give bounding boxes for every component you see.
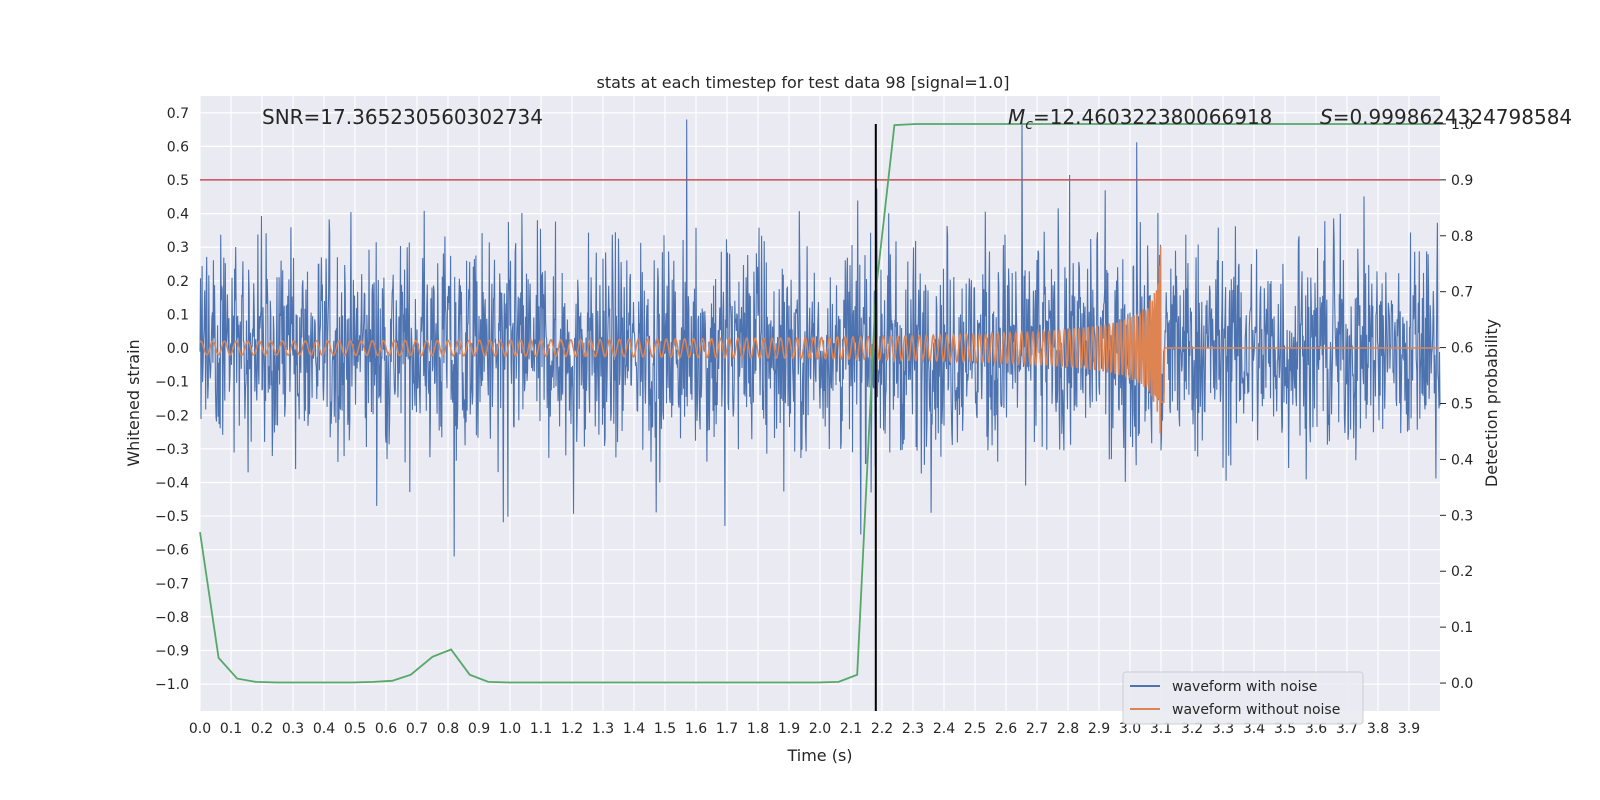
x-tick-label: 0.2 (251, 721, 273, 737)
y-tick-label: −0.6 (155, 543, 189, 559)
x-tick-label: 0.6 (375, 721, 397, 737)
y-axis-label: Whitened strain (124, 339, 143, 466)
chirp-mass-annotation: Mc=12.460322380066918 (1008, 105, 1272, 133)
y-tick-label: −0.5 (155, 509, 189, 525)
x-tick-label: 1.4 (623, 721, 645, 737)
x-tick-label: 3.3 (1212, 721, 1234, 737)
x-tick-label: 2.5 (964, 721, 986, 737)
y-tick-label: 0.1 (167, 307, 189, 323)
y2-tick-label: 0.3 (1451, 508, 1473, 524)
y-tick-label: 0.4 (167, 207, 189, 223)
y-tick-label: −0.2 (155, 408, 189, 424)
x-tick-label: 0.4 (313, 721, 335, 737)
chirp-mass-value: =12.460322380066918 (1033, 105, 1272, 129)
y-axis-ticks: 0.7 0.6 0.5 0.4 0.3 0.2 0.1 0.0 −0.1 −0.2 −0.3 −0.4… (155, 106, 189, 693)
series-waveform-with-noise (199, 119, 1441, 557)
legend-label-noise: waveform with noise (1172, 679, 1317, 695)
x-tick-label: 0.5 (344, 721, 366, 737)
x-tick-label: 0.1 (220, 721, 242, 737)
y2-tick-label: 0.2 (1451, 564, 1473, 580)
legend-box (1122, 671, 1364, 725)
y2-tick-label: 0.5 (1451, 397, 1473, 413)
x-tick-label: 3.5 (1274, 721, 1296, 737)
y2-tick-label: 0.4 (1451, 452, 1473, 468)
y2-axis-ticks: 1.0 0.9 0.8 0.7 0.6 0.5 0.4 0.3 0.2 0.1 0.0 (1440, 117, 1473, 692)
x-tick-label: 1.8 (747, 721, 769, 737)
series-detection-probability (199, 123, 1440, 684)
y2-tick-label: 0.9 (1451, 173, 1473, 189)
chirp-mass-symbol: M (1008, 105, 1025, 129)
x-tick-label: 3.7 (1336, 721, 1358, 737)
x-tick-label: 3.0 (1119, 721, 1141, 737)
noisy-waveform-line (199, 119, 1441, 557)
y-tick-label: −0.9 (155, 644, 189, 660)
x-tick-label: 0.0 (189, 721, 211, 737)
x-tick-label: 2.7 (1026, 721, 1048, 737)
probability-line (199, 123, 1440, 684)
series-waveform-without-noise (199, 246, 1440, 434)
y2-tick-label: 0.8 (1451, 229, 1473, 245)
x-tick-label: 0.7 (406, 721, 428, 737)
y2-tick-label: 0.0 (1451, 676, 1473, 692)
x-tick-label: 2.2 (871, 721, 893, 737)
x-tick-label: 1.3 (592, 721, 614, 737)
y2-tick-label: 1.0 (1451, 117, 1473, 133)
x-tick-label: 3.1 (1150, 721, 1172, 737)
y2-tick-label: 0.6 (1451, 341, 1473, 357)
x-tick-label: 1.1 (530, 721, 552, 737)
x-tick-label: 1.5 (654, 721, 676, 737)
clean-waveform-line (199, 246, 1440, 434)
x-tick-label: 1.0 (499, 721, 521, 737)
snr-annotation: SNR=17.365230560302734 (262, 105, 543, 129)
legend: waveform with noise waveform without noi… (1122, 671, 1364, 725)
x-tick-label: 1.9 (778, 721, 800, 737)
x-tick-label: 0.8 (437, 721, 459, 737)
y2-axis-label: Detection probability (1482, 319, 1501, 487)
score-annotation: S=0.9998624324798584 (1320, 105, 1572, 129)
x-tick-label: 1.7 (716, 721, 738, 737)
y2-tick-label: 0.1 (1451, 620, 1473, 636)
y-tick-label: −0.7 (155, 576, 189, 592)
y-tick-label: 0.5 (167, 173, 189, 189)
y-tick-label: 0.6 (167, 139, 189, 155)
x-tick-label: 0.9 (468, 721, 490, 737)
x-axis-ticks: 0.0 0.1 0.2 0.3 0.4 0.5 0.6 0.7 0.8 0.9 1.0 1.1 1.2 1… (189, 721, 1420, 737)
y-tick-label: −0.3 (155, 442, 189, 458)
y-tick-label: 0.0 (167, 341, 189, 357)
x-tick-label: 2.0 (809, 721, 831, 737)
x-tick-label: 1.6 (685, 721, 707, 737)
x-axis-label: Time (s) (786, 746, 852, 765)
y-tick-label: −0.4 (155, 475, 189, 491)
x-tick-label: 0.3 (282, 721, 304, 737)
x-tick-label: 3.2 (1181, 721, 1203, 737)
x-tick-label: 3.9 (1398, 721, 1420, 737)
x-tick-label: 2.1 (840, 721, 862, 737)
x-tick-label: 3.6 (1305, 721, 1327, 737)
x-tick-label: 2.6 (995, 721, 1017, 737)
x-tick-label: 3.8 (1367, 721, 1389, 737)
chart-title: stats at each timestep for test data 98 … (597, 73, 1010, 92)
x-tick-label: 3.4 (1243, 721, 1265, 737)
score-symbol: S (1320, 105, 1333, 129)
x-tick-label: 2.3 (902, 721, 924, 737)
x-tick-label: 2.8 (1057, 721, 1079, 737)
chirp-mass-subscript: c (1025, 117, 1033, 133)
legend-label-clean: waveform without noise (1172, 702, 1340, 718)
y-tick-label: −0.1 (155, 375, 189, 391)
x-tick-label: 2.9 (1088, 721, 1110, 737)
y2-tick-label: 0.7 (1451, 285, 1473, 301)
y-tick-label: 0.3 (167, 240, 189, 256)
score-value: =0.9998624324798584 (1333, 105, 1572, 129)
x-tick-label: 1.2 (561, 721, 583, 737)
y-tick-label: −0.8 (155, 610, 189, 626)
y-tick-label: 0.2 (167, 274, 189, 290)
y-tick-label: 0.7 (167, 106, 189, 122)
y-tick-label: −1.0 (155, 677, 189, 693)
x-tick-label: 2.4 (933, 721, 955, 737)
